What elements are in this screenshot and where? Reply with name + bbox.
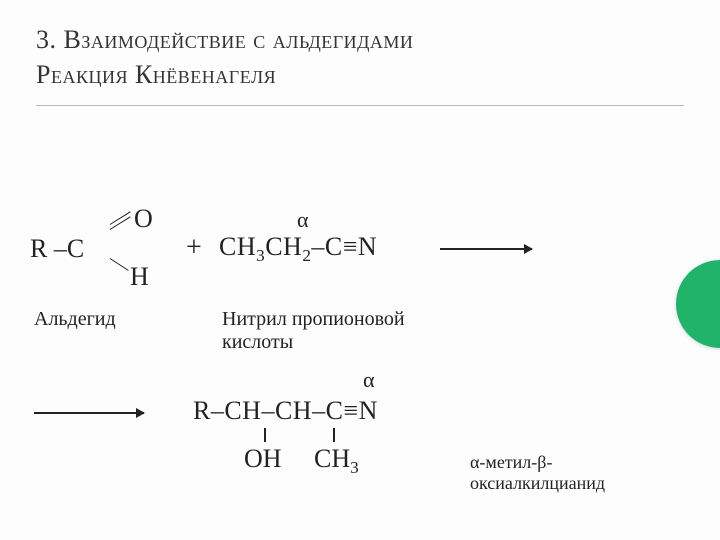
aldehyde-label: Альдегид <box>34 308 116 331</box>
product-ch3-prefix: CH <box>314 444 350 473</box>
reaction-arrow-icon <box>440 248 532 250</box>
double-bond-icon <box>110 224 134 242</box>
product-label: α-метил-β-оксиалкилцианид <box>470 452 605 493</box>
title-line-2: Реакция Кнёвенагеля <box>36 59 684 92</box>
product-ch3: CH3 <box>314 444 359 478</box>
alpha-label-product: α <box>363 367 375 393</box>
product-ch3-sub: 3 <box>350 458 359 477</box>
nitrile-formula: CH3CH2–C≡N <box>219 232 377 266</box>
nitrile-tail: –C≡N <box>311 232 377 261</box>
decorative-circle-icon <box>676 260 720 348</box>
product-oh: OH <box>244 444 282 474</box>
nitrile-ch2: CH <box>265 232 302 261</box>
nitrile-label: Нитрил пропионовойкислоты <box>222 308 405 354</box>
aldehyde-structure: R –C O H <box>30 208 185 294</box>
bond-line-icon <box>333 428 335 442</box>
continuation-arrow-icon <box>34 412 144 414</box>
nitrile-sub3: 3 <box>256 246 265 265</box>
nitrile-ch: CH <box>219 232 256 261</box>
title-line-1: 3. Взаимодействие с альдегидами <box>36 24 684 57</box>
alpha-label-reactant: α <box>297 207 309 233</box>
aldehyde-o: O <box>134 204 153 234</box>
slide-title: 3. Взаимодействие с альдегидами Реакция … <box>36 24 684 106</box>
single-bond-icon <box>110 258 129 271</box>
product-formula: R–CH–CH–C≡N <box>193 396 378 426</box>
aldehyde-h: H <box>130 262 149 292</box>
plus-symbol: + <box>186 232 202 264</box>
bond-line-icon <box>264 428 266 442</box>
aldehyde-rc: R –C <box>30 234 84 264</box>
